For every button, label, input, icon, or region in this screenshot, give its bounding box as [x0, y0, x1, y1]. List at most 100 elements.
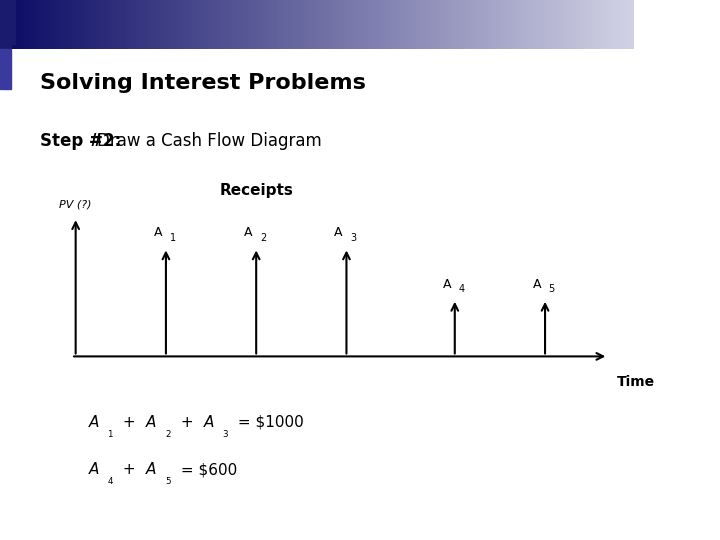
Text: A: A — [334, 226, 343, 239]
Bar — [240, 0, 243, 49]
Bar — [0, 0, 12, 49]
Text: $A$: $A$ — [203, 414, 215, 430]
Bar — [292, 0, 294, 49]
Bar — [523, 0, 526, 49]
Bar — [192, 0, 194, 49]
Bar — [365, 0, 367, 49]
Text: $_5$: $_5$ — [165, 474, 171, 487]
Bar — [135, 0, 138, 49]
Bar — [150, 0, 152, 49]
Bar — [509, 0, 511, 49]
Bar — [45, 0, 47, 49]
Bar — [541, 0, 543, 49]
Bar — [91, 0, 93, 49]
Bar — [215, 0, 217, 49]
Bar — [120, 0, 122, 49]
Bar — [473, 0, 475, 49]
Text: Time: Time — [617, 375, 655, 389]
Bar — [532, 0, 534, 49]
Bar — [623, 0, 625, 49]
Bar — [13, 0, 15, 49]
Text: $_4$: $_4$ — [107, 474, 114, 487]
Bar — [211, 0, 213, 49]
Bar — [102, 0, 104, 49]
Bar — [23, 0, 25, 49]
Bar — [2, 0, 4, 49]
Bar — [175, 0, 177, 49]
Bar — [456, 0, 459, 49]
Bar — [84, 0, 86, 49]
Bar — [448, 0, 450, 49]
Bar — [269, 0, 270, 49]
Bar — [572, 0, 575, 49]
Bar — [545, 0, 547, 49]
Bar — [395, 0, 397, 49]
Bar — [6, 0, 9, 49]
Bar — [475, 0, 477, 49]
Bar — [511, 0, 513, 49]
Bar — [393, 0, 395, 49]
Bar — [625, 0, 627, 49]
Bar — [190, 0, 192, 49]
Bar — [188, 0, 190, 49]
Bar — [61, 0, 63, 49]
Bar — [391, 0, 393, 49]
Bar — [490, 0, 492, 49]
Bar — [566, 0, 568, 49]
Bar — [507, 0, 509, 49]
Text: = $600: = $600 — [176, 462, 237, 477]
Bar — [0, 0, 2, 49]
Bar — [165, 0, 167, 49]
Bar — [63, 0, 66, 49]
Bar — [209, 0, 211, 49]
Bar — [76, 0, 78, 49]
Bar — [78, 0, 80, 49]
Bar — [256, 0, 258, 49]
Bar — [177, 0, 179, 49]
Bar — [323, 0, 325, 49]
Bar — [374, 0, 376, 49]
Bar — [585, 0, 587, 49]
Text: A: A — [443, 278, 451, 291]
Bar — [459, 0, 460, 49]
Bar — [36, 0, 38, 49]
Bar — [47, 0, 48, 49]
Bar — [86, 0, 89, 49]
Bar — [568, 0, 570, 49]
Text: Draw a Cash Flow Diagram: Draw a Cash Flow Diagram — [97, 132, 322, 150]
Bar — [364, 0, 365, 49]
Bar — [583, 0, 585, 49]
Bar — [321, 0, 323, 49]
Bar — [0, 49, 11, 90]
Bar — [554, 0, 555, 49]
Bar — [74, 0, 76, 49]
Bar — [27, 0, 30, 49]
Bar — [547, 0, 549, 49]
Bar — [330, 0, 332, 49]
Bar — [315, 0, 317, 49]
Bar — [589, 0, 591, 49]
Bar — [264, 0, 266, 49]
Bar — [564, 0, 566, 49]
Bar — [230, 0, 233, 49]
Bar — [423, 0, 425, 49]
Bar — [513, 0, 516, 49]
Bar — [112, 0, 114, 49]
Bar — [279, 0, 281, 49]
Bar — [496, 0, 498, 49]
Bar — [213, 0, 215, 49]
Bar — [431, 0, 433, 49]
Bar — [503, 0, 505, 49]
Bar — [308, 0, 310, 49]
Bar — [408, 0, 410, 49]
Bar — [125, 0, 127, 49]
Bar — [437, 0, 439, 49]
Bar — [384, 0, 387, 49]
Bar — [99, 0, 102, 49]
Bar — [205, 0, 207, 49]
Bar — [4, 0, 6, 49]
Bar — [338, 0, 340, 49]
Bar — [289, 0, 292, 49]
Bar — [251, 0, 253, 49]
Bar — [260, 0, 262, 49]
